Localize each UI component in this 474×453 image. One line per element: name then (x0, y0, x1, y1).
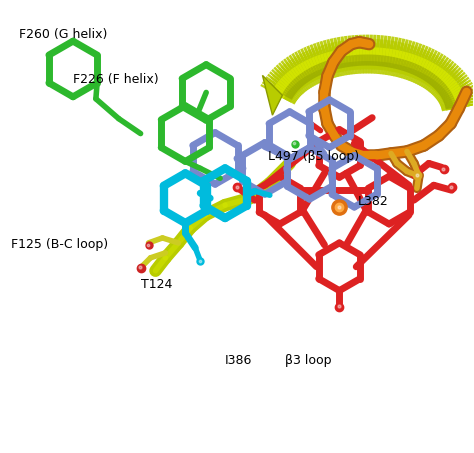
Text: I386: I386 (225, 354, 253, 367)
Text: L497 (β5 loop): L497 (β5 loop) (268, 150, 359, 164)
Text: F125 (B-C loop): F125 (B-C loop) (11, 238, 109, 251)
Text: T124: T124 (141, 278, 172, 291)
Text: F260 (G helix): F260 (G helix) (19, 28, 108, 41)
Text: F226 (F helix): F226 (F helix) (73, 73, 159, 86)
Text: β3 loop: β3 loop (285, 354, 331, 367)
Text: L382: L382 (357, 195, 388, 208)
Polygon shape (263, 75, 283, 115)
